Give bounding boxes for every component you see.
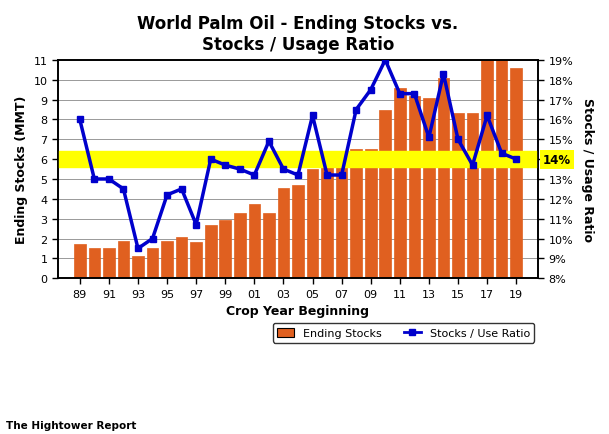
X-axis label: Crop Year Beginning: Crop Year Beginning <box>227 305 370 317</box>
Bar <box>58 151 538 168</box>
Bar <box>350 150 362 279</box>
Title: World Palm Oil - Ending Stocks vs.
Stocks / Usage Ratio: World Palm Oil - Ending Stocks vs. Stock… <box>138 15 459 54</box>
Bar <box>307 170 319 279</box>
Bar <box>394 89 406 279</box>
Bar <box>423 99 435 279</box>
Bar <box>161 241 173 279</box>
Y-axis label: Stocks / Usage Ratio: Stocks / Usage Ratio <box>581 98 594 241</box>
Bar <box>336 158 348 279</box>
Y-axis label: Ending Stocks (MMT): Ending Stocks (MMT) <box>15 95 28 244</box>
Bar <box>322 160 333 279</box>
Bar <box>409 96 420 279</box>
Bar <box>496 61 507 279</box>
Bar <box>263 213 275 279</box>
Bar <box>438 79 449 279</box>
Bar <box>191 243 202 279</box>
Bar <box>379 110 391 279</box>
Bar <box>118 241 129 279</box>
Text: 14%: 14% <box>543 153 571 166</box>
Bar <box>466 114 478 279</box>
Bar <box>234 213 245 279</box>
Bar <box>248 204 260 279</box>
Bar <box>74 245 86 279</box>
Bar <box>176 237 188 279</box>
Bar <box>292 185 304 279</box>
Bar <box>481 61 493 279</box>
Bar <box>132 257 144 279</box>
Legend: Ending Stocks, Stocks / Use Ratio: Ending Stocks, Stocks / Use Ratio <box>273 323 534 343</box>
Bar <box>147 249 158 279</box>
Text: The Hightower Report: The Hightower Report <box>6 420 136 430</box>
Bar <box>365 150 376 279</box>
Bar <box>278 188 289 279</box>
Bar <box>452 114 464 279</box>
Bar <box>103 249 114 279</box>
Bar <box>88 249 100 279</box>
Bar <box>510 69 522 279</box>
Bar <box>205 225 217 279</box>
Bar <box>219 220 231 279</box>
